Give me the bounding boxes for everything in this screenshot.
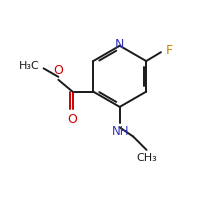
Text: CH₃: CH₃ [137,153,158,163]
Text: F: F [165,44,172,57]
Text: O: O [68,113,77,126]
Text: H₃C: H₃C [19,61,40,71]
Text: N: N [115,38,124,51]
Text: NH: NH [112,125,129,138]
Text: O: O [53,64,63,77]
